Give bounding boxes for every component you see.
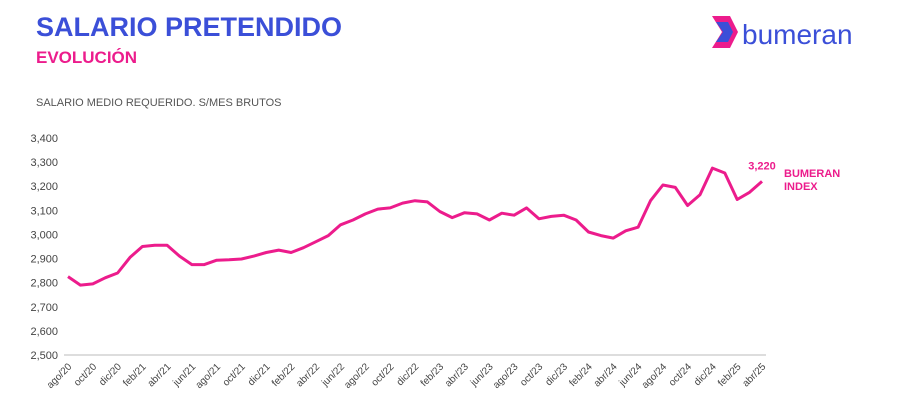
logo-icon-inner bbox=[716, 22, 733, 42]
x-tick-label: feb/22 bbox=[270, 361, 298, 389]
x-tick-label: oct/20 bbox=[72, 361, 99, 388]
y-tick-label: 3,200 bbox=[30, 181, 58, 193]
x-tick-label: ago/20 bbox=[45, 361, 75, 391]
logo: bumeran bbox=[712, 16, 853, 50]
x-tick-label: dic/21 bbox=[246, 361, 273, 388]
x-tick-label: abr/24 bbox=[592, 361, 620, 389]
x-tick-label: abr/22 bbox=[294, 361, 322, 389]
x-tick-label: feb/24 bbox=[567, 361, 595, 389]
x-tick-label: abr/21 bbox=[146, 361, 174, 389]
series-label: BUMERAN INDEX bbox=[784, 168, 841, 193]
x-tick-label: feb/23 bbox=[419, 361, 447, 389]
x-tick-label: abr/23 bbox=[443, 361, 471, 389]
y-tick-label: 3,100 bbox=[30, 205, 58, 217]
x-tick-label: ago/21 bbox=[194, 361, 224, 391]
x-tick-label: oct/23 bbox=[518, 361, 545, 388]
x-tick-label: abr/25 bbox=[741, 361, 769, 389]
x-tick-label: feb/21 bbox=[121, 361, 149, 389]
data-label: 3,220 bbox=[748, 160, 776, 172]
y-tick-label: 2,700 bbox=[30, 302, 58, 314]
y-tick-label: 2,500 bbox=[30, 350, 58, 362]
x-tick-label: dic/20 bbox=[97, 361, 124, 388]
line bbox=[67, 166, 763, 287]
x-tick-label: feb/25 bbox=[716, 361, 744, 389]
y-tick-label: 2,600 bbox=[30, 326, 58, 338]
y-tick-label: 2,900 bbox=[30, 254, 58, 266]
y-label: SALARIO MEDIO REQUERIDO. S/MES BRUTOS bbox=[36, 97, 282, 109]
x-tick-label: dic/24 bbox=[692, 361, 719, 388]
chart-title: SALARIO PRETENDIDO bbox=[36, 12, 342, 42]
x-tick-label: oct/22 bbox=[370, 361, 397, 388]
x-tick-label: dic/23 bbox=[543, 361, 570, 388]
chart-subtitle: EVOLUCIÓN bbox=[36, 48, 137, 67]
x-tick-label: ago/23 bbox=[491, 361, 521, 391]
y-tick-label: 3,300 bbox=[30, 157, 58, 169]
logo-text: bumeran bbox=[742, 19, 853, 50]
y-tick-label: 3,000 bbox=[30, 229, 58, 241]
x-tick-label: oct/21 bbox=[221, 361, 248, 388]
x-tick-label: dic/22 bbox=[395, 361, 422, 388]
x-tick-label: ago/24 bbox=[640, 361, 670, 391]
x-tick-label: oct/24 bbox=[667, 361, 694, 388]
y-tick-label: 3,400 bbox=[30, 133, 58, 145]
y-tick-label: 2,800 bbox=[30, 278, 58, 290]
x-tick-label: ago/22 bbox=[342, 361, 372, 391]
